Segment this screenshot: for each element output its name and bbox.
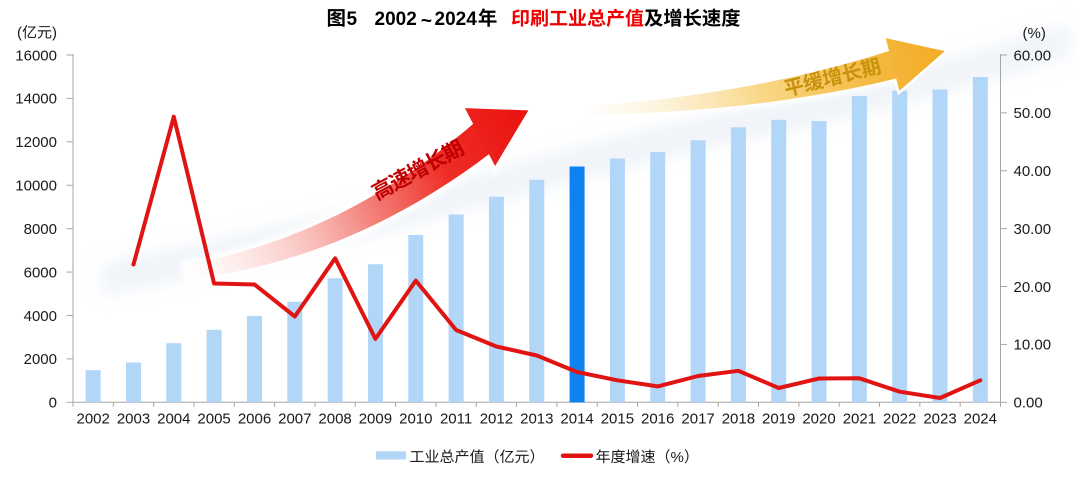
svg-text:2016: 2016 (641, 411, 674, 428)
svg-text:2008: 2008 (318, 411, 351, 428)
svg-text:4000: 4000 (24, 308, 57, 325)
svg-text:6000: 6000 (24, 264, 57, 281)
svg-text:2014: 2014 (560, 411, 593, 428)
svg-text:2019: 2019 (762, 411, 795, 428)
svg-text:2011: 2011 (440, 411, 472, 428)
svg-text:2005: 2005 (197, 411, 230, 428)
svg-text:0: 0 (49, 395, 57, 412)
svg-text:0.00: 0.00 (1014, 395, 1043, 412)
svg-text:2024: 2024 (435, 9, 478, 30)
svg-text:14000: 14000 (15, 91, 57, 108)
svg-text:2012: 2012 (480, 411, 513, 428)
svg-text:12000: 12000 (15, 134, 57, 151)
svg-text:8000: 8000 (24, 221, 57, 238)
svg-text:2015: 2015 (601, 411, 634, 428)
svg-text:2020: 2020 (802, 411, 835, 428)
svg-text:50.00: 50.00 (1014, 105, 1052, 122)
svg-text:(%): (%) (1023, 25, 1046, 42)
svg-text:%: % (671, 449, 684, 466)
svg-text:2023: 2023 (923, 411, 956, 428)
svg-text:40.00: 40.00 (1014, 163, 1052, 180)
svg-text:2013: 2013 (520, 411, 553, 428)
svg-text:16000: 16000 (15, 47, 57, 64)
svg-text:60.00: 60.00 (1014, 47, 1052, 64)
svg-text:2021: 2021 (843, 411, 876, 428)
svg-text:5: 5 (347, 9, 358, 30)
svg-text:10.00: 10.00 (1014, 337, 1052, 354)
svg-text:2004: 2004 (157, 411, 190, 428)
svg-text:2010: 2010 (399, 411, 432, 428)
svg-text:2024: 2024 (964, 411, 997, 428)
svg-text:~: ~ (421, 11, 432, 32)
svg-text:30.00: 30.00 (1014, 221, 1052, 238)
svg-text:2002: 2002 (77, 411, 110, 428)
svg-text:2003: 2003 (117, 411, 150, 428)
svg-text:(: ( (17, 25, 22, 42)
svg-text:2018: 2018 (722, 411, 755, 428)
svg-text:2009: 2009 (359, 411, 392, 428)
svg-text:20.00: 20.00 (1014, 279, 1052, 296)
svg-text:2017: 2017 (681, 411, 714, 428)
svg-text:10000: 10000 (15, 178, 57, 195)
svg-text:2007: 2007 (278, 411, 311, 428)
svg-text:2006: 2006 (238, 411, 271, 428)
svg-text:): ) (52, 25, 57, 42)
svg-text:2022: 2022 (883, 411, 916, 428)
svg-text:2000: 2000 (24, 351, 57, 368)
svg-text:2002: 2002 (375, 9, 417, 30)
